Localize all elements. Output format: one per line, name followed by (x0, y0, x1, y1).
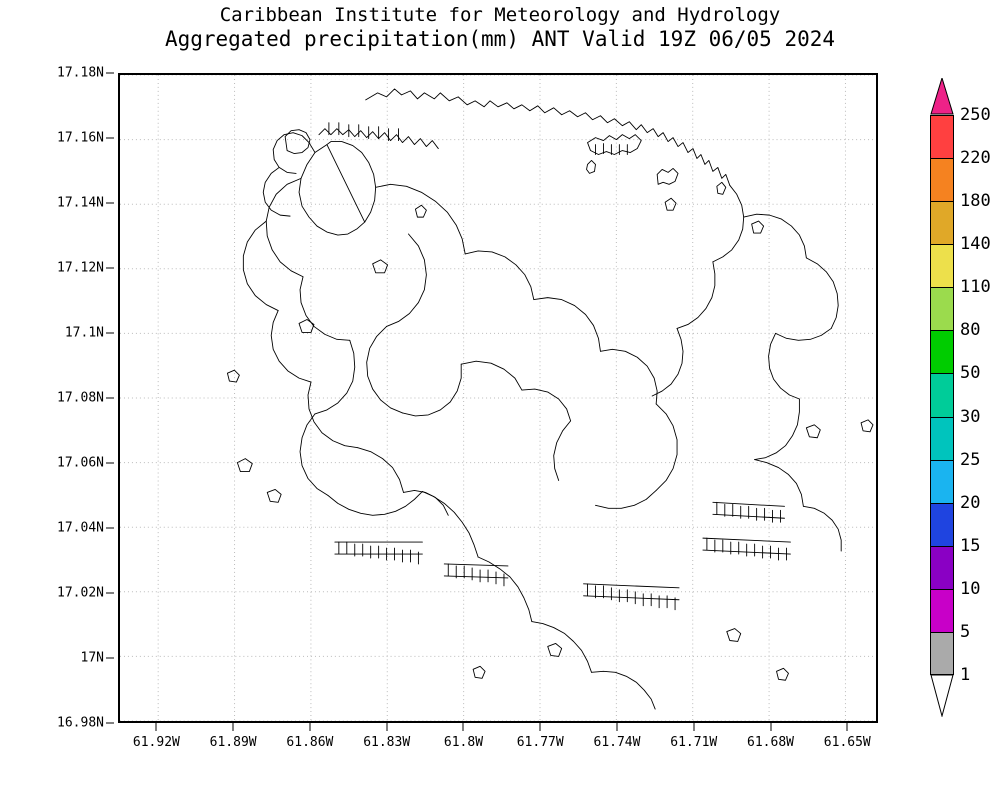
y-axis-tick-label: 17.06N (57, 455, 104, 471)
colorbar-band[interactable] (930, 287, 954, 331)
y-axis-tick-mark (106, 722, 114, 724)
colorbar-under-arrow (930, 675, 954, 717)
x-axis-tick-mark (846, 723, 848, 731)
y-axis-tick-mark (106, 397, 114, 399)
colorbar-tick-label: 140 (960, 234, 991, 255)
colorbar-band[interactable] (930, 416, 954, 460)
y-axis-tick-mark (106, 202, 114, 204)
x-axis-tick-mark (693, 723, 695, 731)
colorbar-band[interactable] (930, 459, 954, 503)
colorbar-min-label: 1 (960, 665, 971, 685)
y-axis-tick-label: 17.1N (64, 325, 104, 341)
colorbar-over-arrow (930, 78, 954, 115)
colorbar-tick-label: 10 (960, 578, 981, 599)
colorbar-tick-label: 30 (960, 406, 981, 427)
y-axis-tick-label: 17.18N (57, 65, 104, 81)
title-product: Aggregated precipitation(mm) ANT Valid 1… (164, 27, 836, 51)
colorbar-tick-label: 20 (960, 492, 981, 513)
x-axis-tick-label: 61.83W (363, 735, 411, 750)
x-axis-tick-mark (309, 723, 311, 731)
y-axis-tick-label: 16.98N (57, 715, 104, 731)
figure-title: Caribbean Institute for Meteorology and … (0, 4, 1000, 52)
map-plot-area[interactable] (118, 73, 878, 723)
x-axis-tick-label: 61.92W (132, 735, 180, 750)
x-axis-tick-mark (462, 723, 464, 731)
colorbar-band[interactable] (930, 330, 954, 374)
x-axis-tick-mark (386, 723, 388, 731)
y-axis-tick-mark (106, 592, 114, 594)
antigua-map-geometry (226, 88, 874, 710)
colorbar-tick-label: 80 (960, 320, 981, 341)
y-axis-tick-mark (106, 657, 114, 659)
x-axis-tick-label: 61.68W (747, 735, 794, 750)
y-axis-tick-label: 17N (80, 650, 104, 666)
colorbar-tick-label: 15 (960, 535, 981, 556)
y-axis-tick-label: 17.08N (57, 390, 104, 406)
y-axis-tick-label: 17.04N (57, 520, 104, 536)
x-axis-tick-mark (770, 723, 772, 731)
x-axis-tick-label: 61.89W (209, 735, 257, 750)
colorbar-tick-label: 25 (960, 449, 981, 470)
y-axis: 17.18N 17.16N 17.14N 17.12N 17.1N 17.08N 17.06… (0, 0, 118, 800)
x-axis-tick-label: 61.86W (286, 735, 334, 750)
y-axis-tick-mark (106, 72, 114, 74)
y-axis-tick-label: 17.14N (57, 195, 104, 211)
colorbar-band[interactable] (930, 373, 954, 417)
y-axis-tick-mark (106, 527, 114, 529)
x-axis: 61.92W 61.89W 61.86W 61.83W 61.8W 61.77W 61.74… (0, 723, 1000, 783)
x-axis-tick-label: 61.8W (443, 735, 484, 750)
y-axis-tick-label: 17.16N (57, 130, 104, 146)
colorbar-tick-label: 180 (960, 191, 991, 212)
x-axis-tick-mark (616, 723, 618, 731)
title-institution: Caribbean Institute for Meteorology and … (219, 4, 781, 26)
x-axis-tick-label: 61.74W (593, 735, 641, 750)
colorbar-band[interactable] (930, 244, 954, 288)
x-axis-tick-label: 61.77W (516, 735, 564, 750)
colorbar-tick-label: 5 (960, 621, 971, 642)
colorbar-band[interactable] (930, 588, 954, 632)
gridlines (120, 75, 876, 721)
colorbar-tick-label: 220 (960, 148, 991, 169)
colorbar-band[interactable] (930, 158, 954, 202)
colorbar[interactable]: 250 220 180 140 110 80 50 30 25 20 15 10 5 1 (930, 105, 991, 685)
colorbar-band[interactable] (930, 115, 954, 159)
colorbar-band[interactable] (930, 545, 954, 589)
y-axis-tick-mark (106, 137, 114, 139)
y-axis-tick-mark (106, 332, 114, 334)
colorbar-band[interactable] (930, 631, 954, 675)
y-axis-tick-mark (106, 267, 114, 269)
colorbar-tick-label: 50 (960, 363, 981, 384)
y-axis-tick-mark (106, 462, 114, 464)
y-axis-tick-label: 17.02N (57, 585, 104, 601)
x-axis-tick-label: 61.65W (823, 735, 871, 750)
colorbar-band[interactable] (930, 502, 954, 546)
coastline-and-parish-boundaries (226, 88, 874, 710)
x-axis-tick-mark (539, 723, 541, 731)
colorbar-tick-label: 110 (960, 277, 991, 298)
x-axis-tick-mark (155, 723, 157, 731)
colorbar-tick-label: 250 (960, 105, 991, 125)
x-axis-tick-mark (232, 723, 234, 731)
x-axis-tick-label: 61.71W (670, 735, 718, 750)
colorbar-band[interactable] (930, 201, 954, 245)
y-axis-tick-label: 17.12N (57, 260, 104, 276)
